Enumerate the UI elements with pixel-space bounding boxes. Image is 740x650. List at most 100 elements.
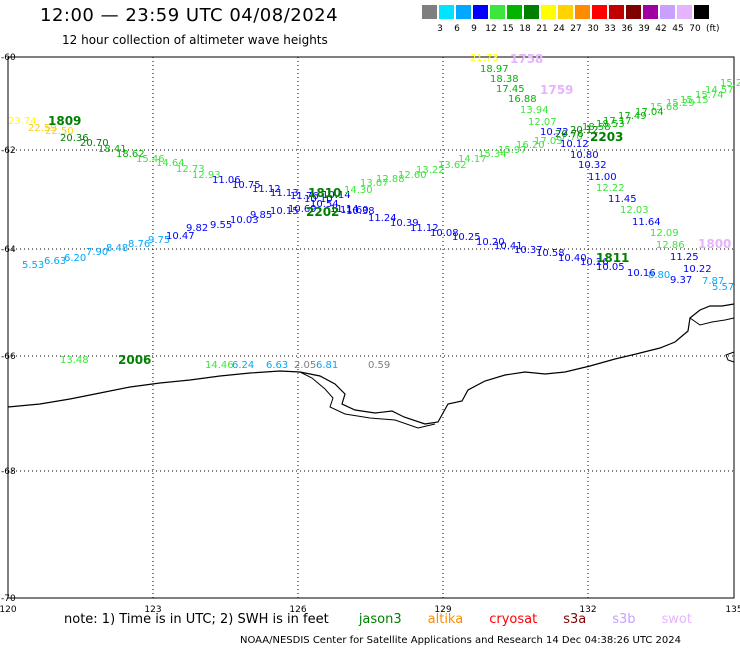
swh-value-label: 12.03 [620, 205, 649, 216]
swh-value-label: 13.07 [360, 178, 389, 189]
swh-value-label: 15.15 [680, 95, 709, 106]
swh-value-label: 20.12 [570, 125, 599, 136]
swh-value-label: 0.59 [368, 360, 390, 371]
swh-value-label: 13.94 [520, 105, 549, 116]
lat-tick-label: -62 [1, 146, 16, 156]
pass-time-label: 2202 [306, 205, 339, 219]
swh-value-label: 18.38 [490, 74, 519, 85]
swh-value-label: 21.73 [470, 53, 499, 64]
lat-tick-label: -64 [1, 245, 16, 255]
lat-tick-label: -68 [1, 467, 16, 477]
swh-value-label: 6.24 [232, 360, 254, 371]
swh-value-label: 10.58 [536, 248, 565, 259]
swh-value-label: 10.25 [452, 232, 481, 243]
swh-value-label: 18.58 [582, 122, 611, 133]
swh-value-label: 17.70 [554, 132, 583, 143]
legend-swatch [575, 5, 590, 19]
swh-value-label: 10.26 [580, 257, 609, 268]
legend-swatch [609, 5, 624, 19]
swh-value-label: 12.86 [656, 240, 685, 251]
legend-label: 6 [454, 24, 460, 34]
satellite-cryosat: cryosat [489, 612, 538, 627]
swh-value-label: 10.16 [627, 268, 656, 279]
pass-time-label: 1758 [510, 52, 543, 66]
swh-value-label: 15.97 [498, 145, 527, 156]
swh-value-label: 10.41 [494, 241, 523, 252]
swh-value-label: 10.32 [578, 160, 607, 171]
antarctic-coastline [7, 303, 735, 425]
swh-value-label: 18.53 [596, 119, 625, 130]
map-frame [7, 56, 735, 599]
lon-tick-label: 126 [289, 605, 306, 615]
swh-value-label: 14.64 [156, 158, 185, 169]
legend-swatch [626, 5, 641, 19]
pass-time-label: 1759 [540, 83, 573, 97]
swh-value-label: 23.74 [8, 116, 37, 127]
swh-value-label: 9.55 [210, 220, 232, 231]
legend-swatch [439, 5, 454, 19]
legend-label: 12 [485, 24, 497, 34]
swh-value-label: 6.63 [44, 256, 66, 267]
swh-value-label: 11.60 [340, 205, 369, 216]
swh-value-label: 10.54 [310, 199, 339, 210]
swh-value-label: 16.20 [516, 140, 545, 151]
lon-tick-label: 132 [579, 605, 596, 615]
legend-swatch [694, 5, 709, 19]
legend-label: 18 [519, 24, 531, 34]
lat-tick-label: -66 [1, 352, 16, 362]
legend-swatch [677, 5, 692, 19]
legend-swatch [541, 5, 556, 19]
legend-label: 15 [502, 24, 514, 34]
lat-tick-label: -60 [1, 53, 16, 63]
swh-value-label: 13.62 [438, 160, 467, 171]
legend-label: 42 [655, 24, 667, 34]
legend-label: 3 [437, 24, 443, 34]
swh-value-label: 18.97 [480, 64, 509, 75]
swh-value-label: 10.72 [540, 127, 569, 138]
swh-value-label: 14.30 [344, 185, 373, 196]
pass-time-label: 1800 [698, 237, 731, 251]
legend-swatch [490, 5, 505, 19]
legend-label: 33 [604, 24, 616, 34]
swh-value-label: 14.57 [705, 85, 734, 96]
swh-value-label: 10.15 [270, 206, 299, 217]
swh-value-label: 12.22 [596, 183, 625, 194]
pass-time-label: 1809 [48, 114, 81, 128]
satellite-jason3: jason3 [358, 612, 402, 627]
legend-label: 9 [471, 24, 477, 34]
swh-value-label: 11.24 [368, 213, 397, 224]
swh-value-label: 5.57 [712, 282, 734, 293]
legend-swatch [524, 5, 539, 19]
swh-value-label: 11.13 [270, 188, 299, 199]
ice-shelf-edge [299, 371, 436, 429]
swh-value-label: 10.12 [560, 139, 589, 150]
swh-value-label: 11.12 [252, 184, 281, 195]
swh-value-label: 7.87 [702, 276, 724, 287]
legend-label: 36 [621, 24, 633, 34]
legend-swatch [456, 5, 471, 19]
swh-value-label: 9.37 [670, 275, 692, 286]
lon-tick-label: 123 [144, 605, 161, 615]
satellite-s3a: s3a [563, 612, 587, 627]
map-subtitle: 12 hour collection of altimeter wave hei… [62, 33, 328, 47]
swh-value-label: 5.53 [22, 260, 44, 271]
swh-value-label: 15.46 [136, 154, 165, 165]
swh-value-label: 20.76 [555, 129, 584, 140]
satellite-altika: altika [427, 612, 464, 627]
swh-value-label: 9.82 [186, 223, 208, 234]
swh-value-label: 2.05 [294, 360, 316, 371]
swh-value-label: 11.45 [608, 194, 637, 205]
legend-label: 24 [553, 24, 565, 34]
swh-value-label: 17.04 [635, 107, 664, 118]
swh-value-label: 8.76 [128, 239, 150, 250]
swh-value-label: 10.05 [596, 262, 625, 273]
swh-value-label: 15.2 [720, 78, 740, 89]
legend-swatch [643, 5, 658, 19]
swh-value-label: 14.17 [458, 154, 487, 165]
legend-label: 27 [570, 24, 582, 34]
swh-value-label: 20.70 [80, 138, 109, 149]
swh-value-label: 17.45 [496, 84, 525, 95]
swh-value-label: 15.34 [478, 149, 507, 160]
swh-value-label: 9.75 [148, 235, 170, 246]
